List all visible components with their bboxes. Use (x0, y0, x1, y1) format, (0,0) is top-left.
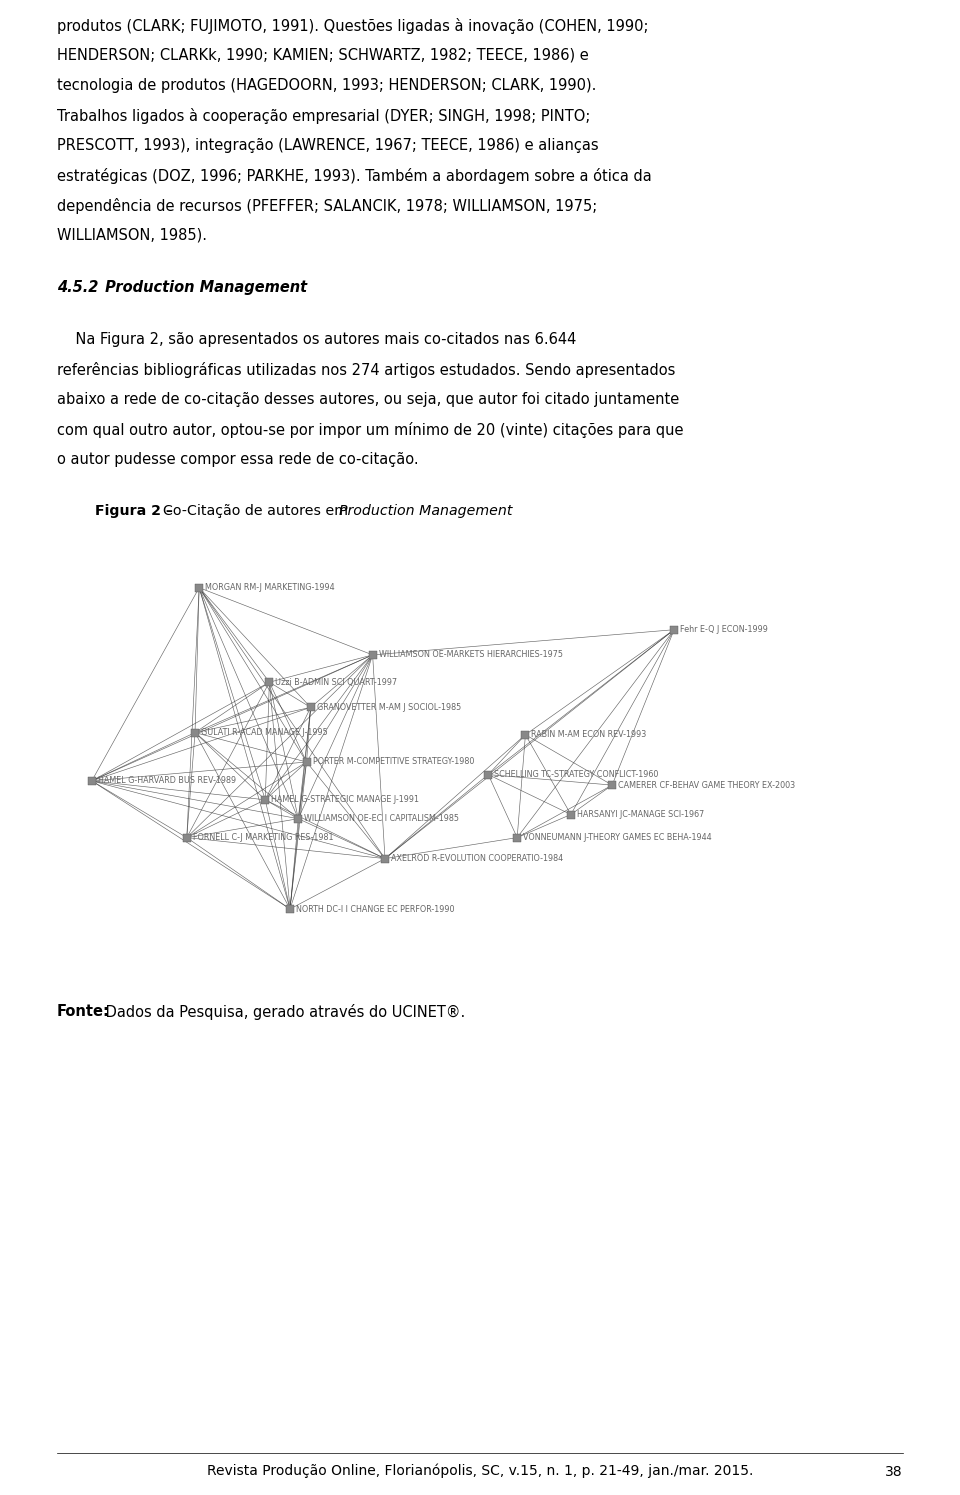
Bar (609, 780, 616, 789)
Text: WILLIAMSON, 1985).: WILLIAMSON, 1985). (57, 229, 207, 244)
Bar (670, 626, 678, 634)
Text: GRANOVETTER M-AM J SOCIOL-1985: GRANOVETTER M-AM J SOCIOL-1985 (317, 703, 461, 712)
Text: Na Figura 2, são apresentados os autores mais co-citados nas 6.644: Na Figura 2, são apresentados os autores… (57, 332, 576, 347)
Text: PRESCOTT, 1993), integração (LAWRENCE, 1967; TEECE, 1986) e alianças: PRESCOTT, 1993), integração (LAWRENCE, 1… (57, 138, 599, 152)
Bar (521, 731, 529, 739)
Text: dependência de recursos (PFEFFER; SALANCIK, 1978; WILLIAMSON, 1975;: dependência de recursos (PFEFFER; SALANC… (57, 197, 597, 214)
Bar (286, 904, 294, 913)
Text: FORNELL C-J MARKETING RES-1981: FORNELL C-J MARKETING RES-1981 (193, 833, 333, 842)
Text: SCHELLING TC-STRATEGY CONFLICT-1960: SCHELLING TC-STRATEGY CONFLICT-1960 (494, 770, 659, 779)
Text: WILLIAMSON OE-EC I CAPITALISM-1985: WILLIAMSON OE-EC I CAPITALISM-1985 (304, 815, 459, 824)
Bar (566, 810, 575, 818)
Bar (514, 834, 521, 842)
Bar (369, 650, 376, 659)
Text: AXELROD R-EVOLUTION COOPERATIO-1984: AXELROD R-EVOLUTION COOPERATIO-1984 (391, 854, 564, 863)
Text: NORTH DC-I I CHANGE EC PERFOR-1990: NORTH DC-I I CHANGE EC PERFOR-1990 (296, 904, 454, 913)
Text: WILLIAMSON OE-MARKETS HIERARCHIES-1975: WILLIAMSON OE-MARKETS HIERARCHIES-1975 (378, 650, 563, 659)
Text: MORGAN RM-J MARKETING-1994: MORGAN RM-J MARKETING-1994 (205, 583, 335, 592)
Text: HARSANYI JC-MANAGE SCI-1967: HARSANYI JC-MANAGE SCI-1967 (577, 810, 704, 819)
Text: referências bibliográficas utilizadas nos 274 artigos estudados. Sendo apresenta: referências bibliográficas utilizadas no… (57, 362, 676, 378)
Text: VONNEUMANN J-THEORY GAMES EC BEHA-1944: VONNEUMANN J-THEORY GAMES EC BEHA-1944 (523, 833, 711, 842)
Text: Dados da Pesquisa, gerado através do UCINET®.: Dados da Pesquisa, gerado através do UCI… (101, 1005, 466, 1020)
Bar (295, 815, 302, 822)
Text: HAMEL G-HARVARD BUS REV-1989: HAMEL G-HARVARD BUS REV-1989 (98, 776, 236, 785)
Text: Fonte:: Fonte: (57, 1005, 109, 1020)
Text: com qual outro autor, optou-se por impor um mínimo de 20 (vinte) citações para q: com qual outro autor, optou-se por impor… (57, 422, 684, 438)
Text: CAMERER CF-BEHAV GAME THEORY EX-2003: CAMERER CF-BEHAV GAME THEORY EX-2003 (618, 780, 795, 789)
Text: GULATI R-ACAD MANAGE J-1995: GULATI R-ACAD MANAGE J-1995 (201, 728, 327, 737)
Text: estratégicas (DOZ, 1996; PARKHE, 1993). Também a abordagem sobre a ótica da: estratégicas (DOZ, 1996; PARKHE, 1993). … (57, 167, 652, 184)
Text: Revista Produção Online, Florianópolis, SC, v.15, n. 1, p. 21-49, jan./mar. 2015: Revista Produção Online, Florianópolis, … (206, 1464, 754, 1477)
Text: o autor pudesse compor essa rede de co-citação.: o autor pudesse compor essa rede de co-c… (57, 451, 419, 466)
Bar (195, 583, 204, 592)
Text: produtos (CLARK; FUJIMOTO, 1991). Questões ligadas à inovação (COHEN, 1990;: produtos (CLARK; FUJIMOTO, 1991). Questõ… (57, 18, 649, 34)
Text: HENDERSON; CLARKk, 1990; KAMIEN; SCHWARTZ, 1982; TEECE, 1986) e: HENDERSON; CLARKk, 1990; KAMIEN; SCHWART… (57, 48, 588, 63)
Text: 4.5.2: 4.5.2 (57, 280, 98, 295)
Text: Trabalhos ligados à cooperação empresarial (DYER; SINGH, 1998; PINTO;: Trabalhos ligados à cooperação empresari… (57, 108, 590, 124)
Bar (381, 855, 389, 863)
Bar (191, 728, 199, 737)
Bar (87, 777, 96, 785)
Bar (484, 770, 492, 779)
Text: 38: 38 (885, 1465, 903, 1479)
Bar (261, 795, 269, 804)
Text: Uzzi B-ADMIN SCI QUART-1997: Uzzi B-ADMIN SCI QUART-1997 (276, 677, 397, 686)
Text: abaixo a rede de co-citação desses autores, ou seja, que autor foi citado juntam: abaixo a rede de co-citação desses autor… (57, 392, 680, 407)
Bar (306, 704, 315, 712)
Text: HAMEL G-STRATEGIC MANAGE J-1991: HAMEL G-STRATEGIC MANAGE J-1991 (272, 795, 420, 804)
Text: Fehr E-Q J ECON-1999: Fehr E-Q J ECON-1999 (680, 625, 768, 634)
Text: Production Management: Production Management (100, 280, 307, 295)
Text: Co-Citação de autores em: Co-Citação de autores em (163, 504, 352, 517)
Bar (265, 679, 274, 686)
Text: PORTER M-COMPETITIVE STRATEGY-1980: PORTER M-COMPETITIVE STRATEGY-1980 (313, 758, 474, 767)
Text: RABIN M-AM ECON REV-1993: RABIN M-AM ECON REV-1993 (532, 730, 647, 739)
Text: Production Management: Production Management (339, 504, 513, 517)
Bar (302, 758, 310, 765)
Text: Figura 2 –: Figura 2 – (95, 504, 178, 517)
Bar (182, 834, 191, 842)
Text: tecnologia de produtos (HAGEDOORN, 1993; HENDERSON; CLARK, 1990).: tecnologia de produtos (HAGEDOORN, 1993;… (57, 78, 596, 93)
